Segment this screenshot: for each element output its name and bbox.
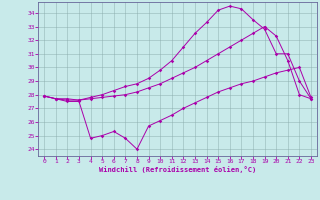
X-axis label: Windchill (Refroidissement éolien,°C): Windchill (Refroidissement éolien,°C) — [99, 166, 256, 173]
